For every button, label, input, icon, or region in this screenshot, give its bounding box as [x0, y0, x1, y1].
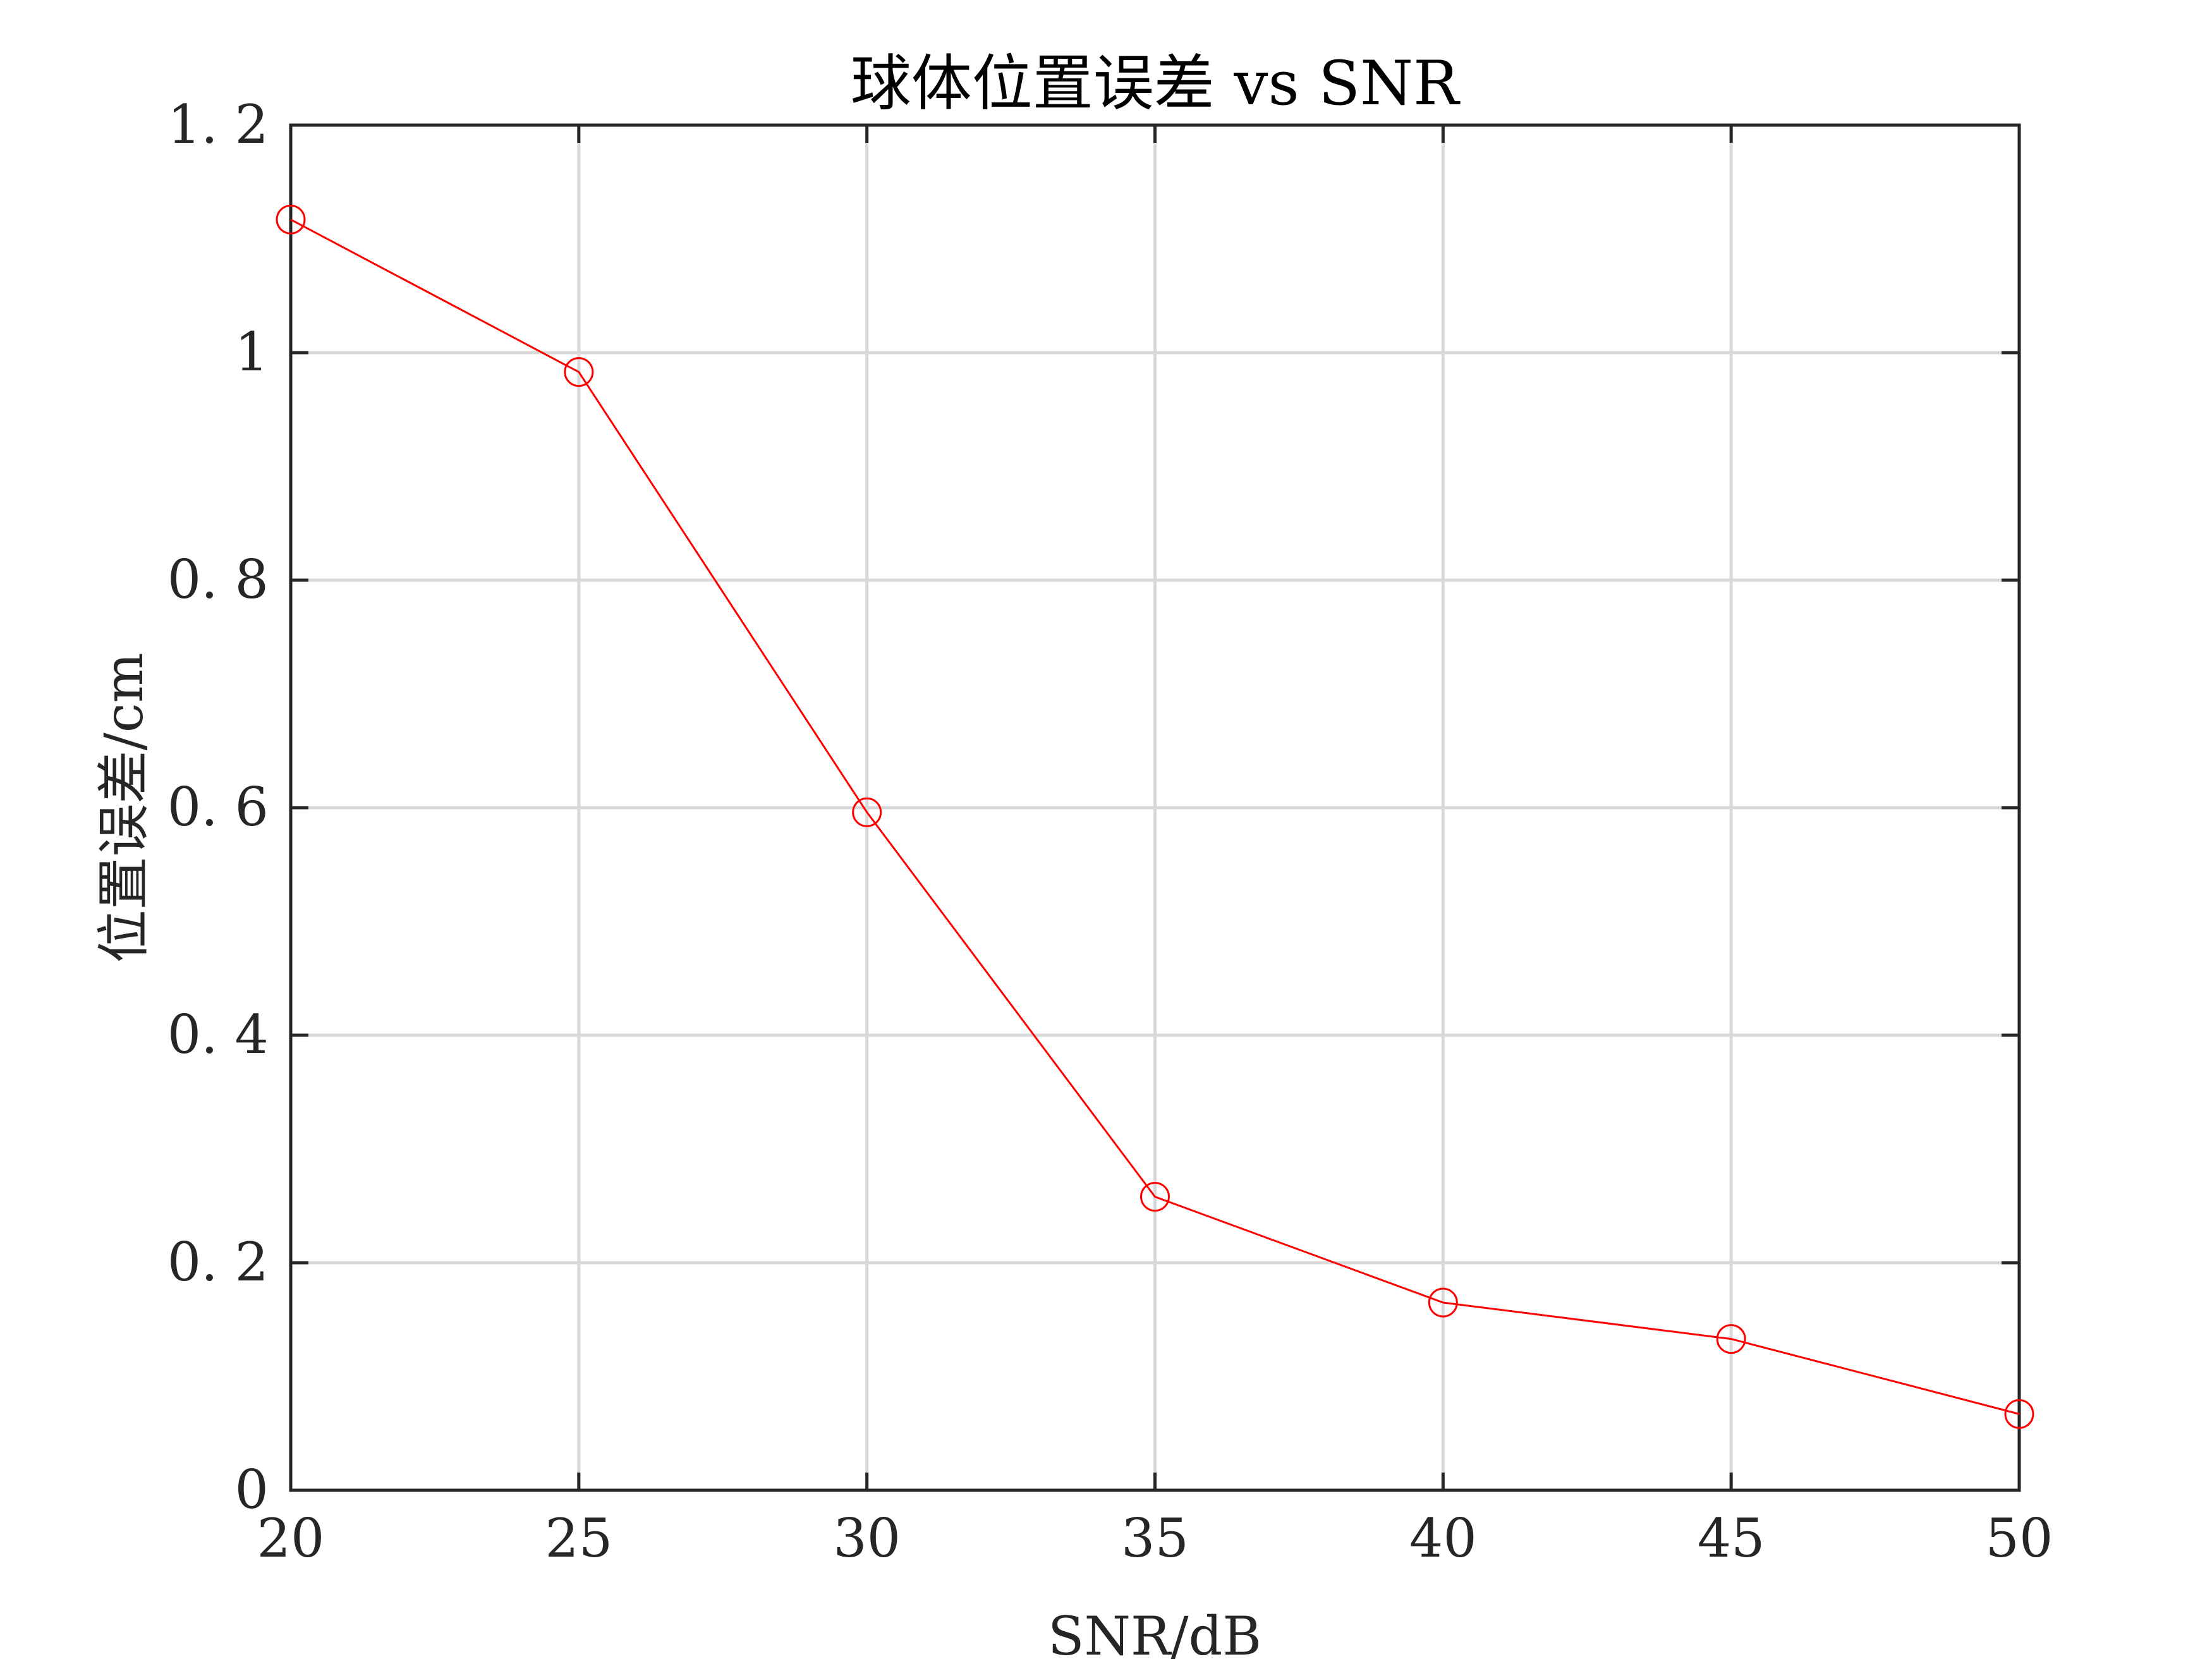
x-tick-label: 25: [545, 1507, 612, 1569]
x-tick-label: 45: [1698, 1507, 1765, 1569]
y-tick-label: 1. 2: [167, 94, 269, 155]
x-tick-label: 50: [1986, 1507, 2053, 1569]
y-tick-label: 1: [235, 321, 269, 383]
x-tick-label: 30: [833, 1507, 901, 1569]
data-point: [1716, 1324, 1746, 1354]
y-tick-label: 0. 4: [167, 1004, 269, 1066]
x-tick-label: 20: [257, 1507, 325, 1569]
axes-box: [289, 123, 2021, 1492]
x-axis-label: SNR/dB: [1048, 1605, 1261, 1659]
y-tick-label: 0: [235, 1459, 269, 1521]
data-point: [1140, 1182, 1170, 1212]
grid: [291, 125, 2019, 1490]
y-tick-label: 0. 2: [167, 1231, 269, 1293]
data-point: [276, 204, 306, 234]
y-axis-label: 位置误差/cm: [93, 653, 155, 963]
data-point: [2004, 1399, 2034, 1429]
data-point: [852, 797, 882, 827]
chart-title: 球体位置误差 vs SNR: [851, 48, 1461, 119]
y-tick-label: 0. 8: [167, 549, 269, 611]
series-line: [290, 219, 2020, 1415]
series-group: [276, 204, 2034, 1429]
x-tick-label: 35: [1121, 1507, 1189, 1569]
data-point: [1428, 1287, 1458, 1318]
x-tick-label: 40: [1409, 1507, 1477, 1569]
y-tick-label: 0. 6: [167, 776, 269, 838]
x-tick-labels: 20 25 30 35 40 45 50: [257, 1507, 2053, 1569]
data-point: [564, 357, 594, 387]
y-tick-labels: 0 0. 2 0. 4 0. 6 0. 8 1 1. 2: [167, 94, 269, 1521]
